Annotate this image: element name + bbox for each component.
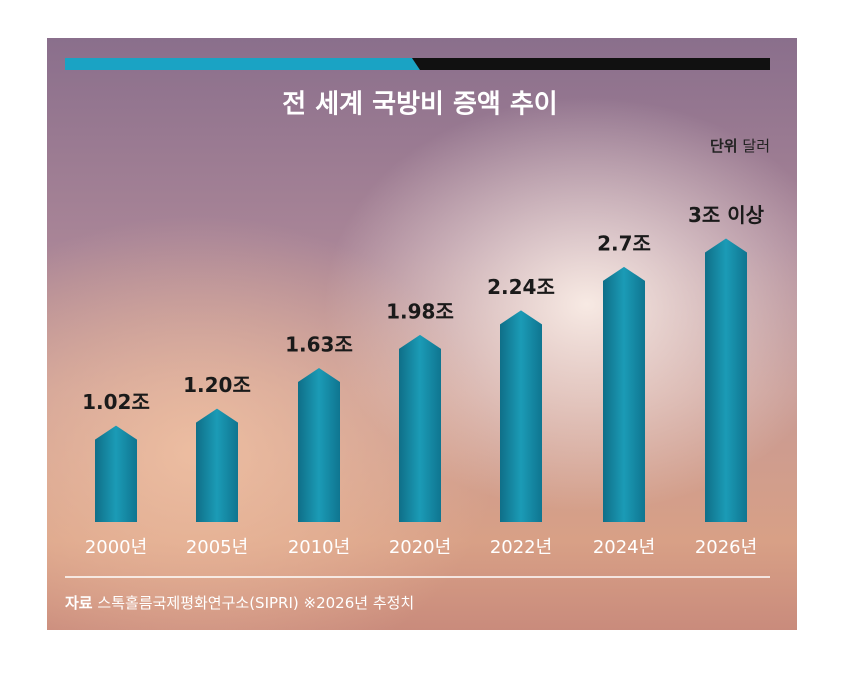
value-label: 1.98조 bbox=[386, 299, 454, 323]
value-label: 1.02조 bbox=[82, 390, 150, 414]
bar bbox=[95, 425, 137, 522]
x-tick-label: 2022년 bbox=[490, 537, 552, 558]
value-label: 2.7조 bbox=[597, 231, 651, 255]
unit: 달러 bbox=[742, 137, 770, 155]
x-tick-label: 2000년 bbox=[85, 537, 147, 558]
unit-label: 단위 달러 bbox=[710, 137, 770, 155]
note: ※2026년 추정치 bbox=[304, 594, 415, 612]
x-tick-label: 2020년 bbox=[389, 537, 451, 558]
bar bbox=[705, 238, 747, 522]
header-stripe bbox=[65, 58, 420, 70]
bar bbox=[399, 334, 441, 522]
bar bbox=[603, 266, 645, 522]
chart-title: 전 세계 국방비 증액 추이 bbox=[282, 90, 557, 120]
source: 스톡홀름국제평화연구소(SIPRI) bbox=[97, 594, 298, 612]
background-cloud bbox=[47, 38, 797, 630]
x-tick-label: 2024년 bbox=[593, 537, 655, 558]
bar bbox=[196, 408, 238, 522]
bars: 1.02조 2000년 1.20조 2005년 1.63조 2010년 1.98조 2020년… bbox=[82, 203, 765, 558]
bar bbox=[298, 367, 340, 522]
source-title: 자료 bbox=[65, 594, 93, 612]
value-label: 1.63조 bbox=[285, 332, 353, 356]
value-label: 1.20조 bbox=[183, 373, 251, 397]
x-tick-label: 2026년 bbox=[695, 537, 757, 558]
x-tick-label: 2005년 bbox=[186, 537, 248, 558]
header-stripe bbox=[412, 58, 770, 70]
value-label: 3조 이상 bbox=[688, 203, 765, 227]
source-line: 자료 스톡홀름국제평화연구소(SIPRI) ※2026년 추정치 bbox=[65, 594, 414, 612]
value-label: 2.24조 bbox=[487, 275, 555, 299]
x-tick-label: 2010년 bbox=[288, 537, 350, 558]
bar bbox=[500, 310, 542, 522]
unit-title: 단위 bbox=[710, 137, 738, 155]
